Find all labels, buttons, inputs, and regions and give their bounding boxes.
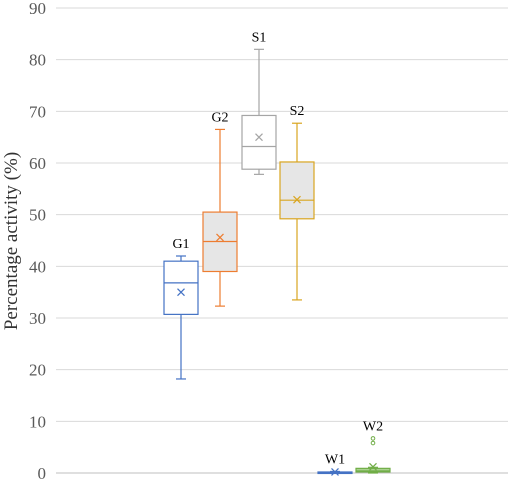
mean-marker <box>331 468 339 476</box>
series-label: S2 <box>290 104 305 119</box>
box-g1: G1 <box>163 237 199 380</box>
series-label: W1 <box>325 452 345 467</box>
box-iqr <box>279 161 315 220</box>
box-iqr <box>163 260 199 315</box>
outlier-point <box>370 440 376 446</box>
y-tick-label: 10 <box>29 412 46 431</box>
mean-marker <box>255 133 263 142</box>
y-axis: 0 10 20 30 40 50 60 70 80 90 <box>29 0 47 483</box>
y-tick-label: 40 <box>29 257 46 276</box>
mean-marker <box>369 462 377 471</box>
mean-marker <box>293 195 301 204</box>
box-w2: W2 <box>355 419 391 474</box>
y-tick-label: 50 <box>29 206 46 225</box>
y-tick-label: 90 <box>29 0 46 18</box>
mean-marker <box>216 233 224 242</box>
box-s2: S2 <box>279 104 315 301</box>
box-w1: W1 <box>317 452 353 476</box>
y-axis-label: Percentage activity (%) <box>1 152 22 330</box>
box-s1: S1 <box>241 30 277 175</box>
box-series: G1 G2 S1 S2 W1 W2 <box>163 30 391 476</box>
y-tick-label: 20 <box>29 361 46 380</box>
y-tick-label: 30 <box>29 309 46 328</box>
series-label: G2 <box>211 110 228 125</box>
box-iqr <box>241 114 277 170</box>
y-tick-label: 70 <box>29 102 46 121</box>
gridlines <box>56 7 508 474</box>
y-tick-label: 60 <box>29 154 46 173</box>
series-label: S1 <box>252 30 267 45</box>
series-label: G1 <box>172 237 189 252</box>
y-tick-label: 80 <box>29 51 46 70</box>
outlier-point <box>370 436 376 441</box>
box-iqr <box>355 467 391 473</box>
mean-marker <box>177 288 185 297</box>
box-g2: G2 <box>202 110 238 307</box>
y-tick-label: 0 <box>38 464 47 482</box>
series-label: W2 <box>363 419 383 434</box>
